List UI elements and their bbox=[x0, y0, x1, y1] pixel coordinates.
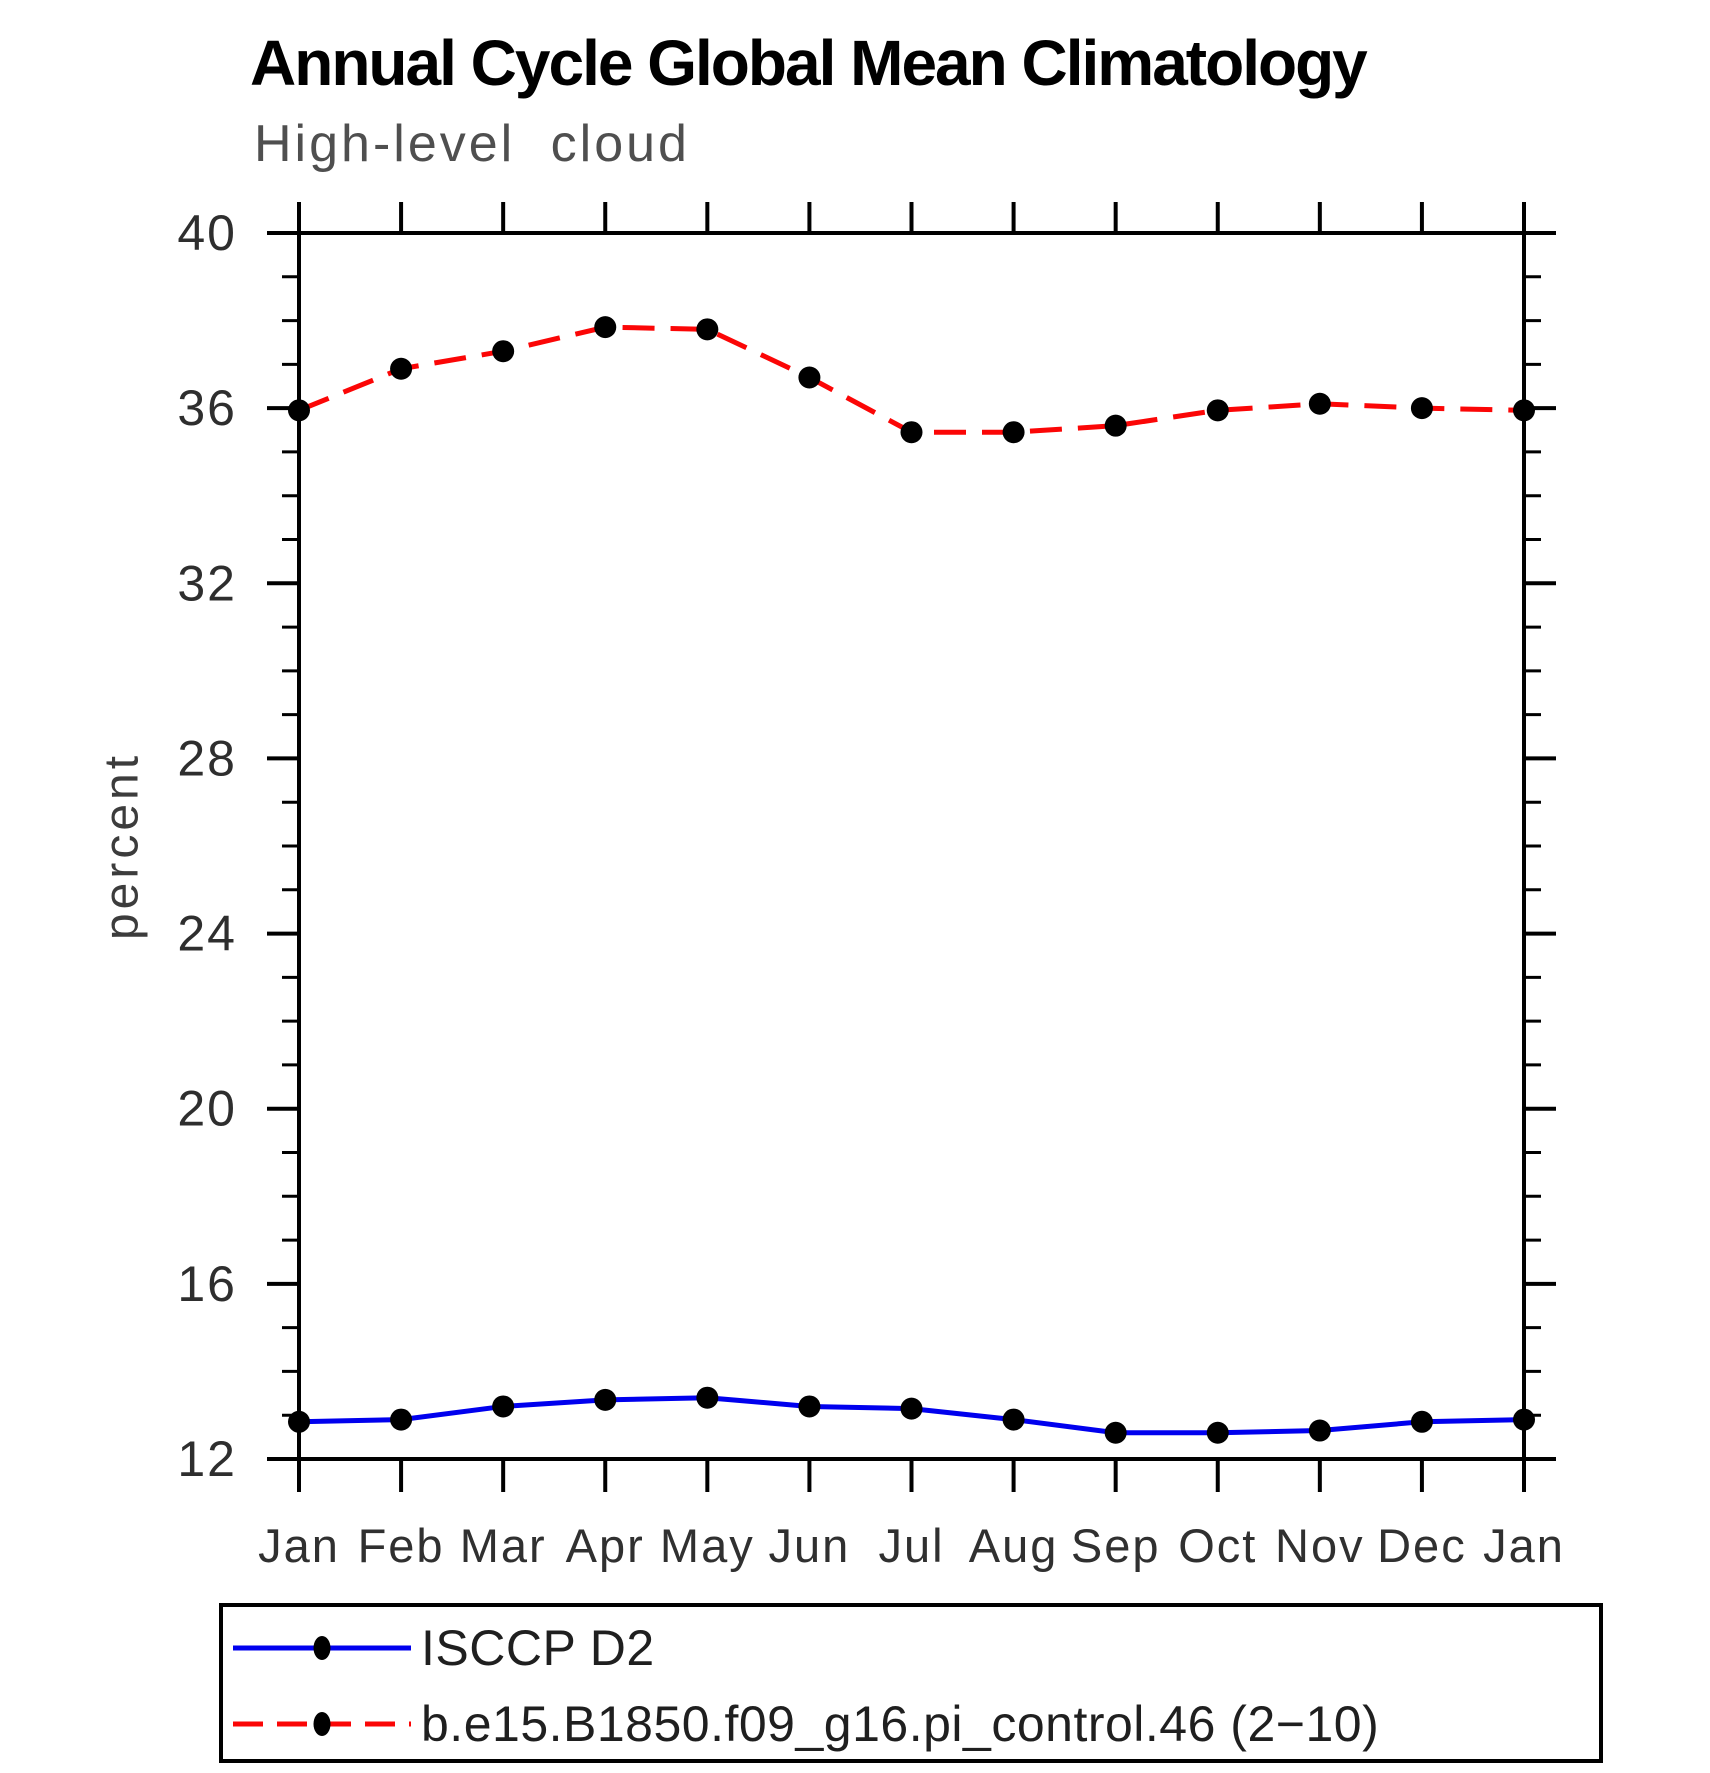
data-point-marker bbox=[492, 340, 515, 363]
chart-title: Annual Cycle Global Mean Climatology bbox=[250, 27, 1368, 99]
data-point-marker bbox=[1206, 399, 1229, 422]
y-tick-label: 40 bbox=[177, 205, 237, 261]
data-point-marker bbox=[1308, 1419, 1331, 1442]
legend-label-model: b.e15.B1850.f09_g16.pi_control.46 (2−10) bbox=[421, 1696, 1380, 1752]
data-point-marker bbox=[696, 1386, 719, 1409]
x-tick-label: Sep bbox=[1071, 1519, 1161, 1572]
data-point-marker bbox=[1410, 1410, 1433, 1433]
data-point-marker bbox=[798, 366, 821, 389]
data-point-marker bbox=[594, 316, 617, 339]
data-point-marker bbox=[1104, 1421, 1127, 1444]
legend-line-sample-dashed bbox=[233, 1712, 411, 1736]
legend-item-model: b.e15.B1850.f09_g16.pi_control.46 (2−10) bbox=[229, 1696, 1379, 1752]
x-tick-label: Feb bbox=[358, 1519, 445, 1572]
data-point-marker bbox=[390, 1408, 413, 1431]
data-point-marker bbox=[798, 1395, 821, 1418]
x-tick-label: Mar bbox=[460, 1519, 547, 1572]
legend-label-isccp: ISCCP D2 bbox=[421, 1620, 655, 1676]
series-line-1 bbox=[298, 324, 1525, 435]
data-point-marker bbox=[1513, 399, 1535, 422]
x-tick-label: Apr bbox=[566, 1519, 645, 1572]
legend: ISCCP D2 b.e15.B1850.f09_g16.pi_control.… bbox=[219, 1603, 1603, 1763]
legend-item-isccp: ISCCP D2 bbox=[229, 1620, 655, 1676]
data-point-marker bbox=[1002, 421, 1025, 444]
y-tick-label: 24 bbox=[177, 906, 237, 962]
x-tick-label: Jun bbox=[769, 1519, 851, 1572]
x-tick-label: May bbox=[660, 1519, 755, 1572]
x-tick-label: Jan bbox=[1483, 1519, 1565, 1572]
data-point-marker bbox=[288, 399, 310, 422]
data-point-marker bbox=[288, 1410, 310, 1433]
y-tick-label: 16 bbox=[177, 1256, 237, 1312]
data-point-marker bbox=[492, 1395, 515, 1418]
data-point-marker bbox=[1410, 397, 1433, 420]
y-tick-label: 20 bbox=[177, 1081, 237, 1137]
data-point-marker bbox=[1104, 414, 1127, 437]
data-point-marker bbox=[594, 1388, 617, 1411]
y-tick-label: 28 bbox=[177, 730, 237, 786]
chart-subtitle: High-level cloud bbox=[254, 115, 690, 173]
data-point-marker bbox=[900, 421, 923, 444]
x-tick-label: Jan bbox=[258, 1519, 340, 1572]
x-tick-label: Jul bbox=[878, 1519, 944, 1572]
x-tick-label: Aug bbox=[969, 1519, 1059, 1572]
data-point-marker bbox=[900, 1397, 923, 1420]
y-tick-label: 12 bbox=[177, 1431, 237, 1487]
x-tick-label: Dec bbox=[1377, 1519, 1467, 1572]
y-tick-label: 32 bbox=[177, 555, 237, 611]
data-point-marker bbox=[390, 357, 413, 380]
data-point-marker bbox=[1513, 1408, 1535, 1431]
data-point-marker bbox=[1308, 392, 1331, 415]
x-tick-label: Oct bbox=[1178, 1519, 1257, 1572]
data-point-marker bbox=[1002, 1408, 1025, 1431]
data-point-marker bbox=[696, 318, 719, 341]
data-point-marker bbox=[1206, 1421, 1229, 1444]
y-tick-label: 36 bbox=[177, 380, 237, 436]
x-tick-label: Nov bbox=[1275, 1519, 1365, 1572]
legend-line-sample-solid bbox=[233, 1636, 411, 1660]
